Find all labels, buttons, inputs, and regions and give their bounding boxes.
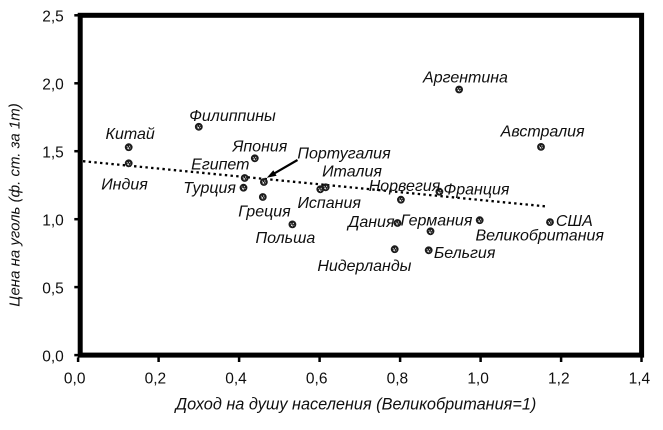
svg-text:2,5: 2,5 xyxy=(42,9,64,26)
svg-text:Греция: Греция xyxy=(238,204,291,221)
svg-text:США: США xyxy=(556,213,593,230)
svg-text:Доход на душу населения (Велик: Доход на душу населения (Великобритания=… xyxy=(174,396,537,414)
svg-text:0,2: 0,2 xyxy=(145,370,167,387)
svg-text:Египет: Египет xyxy=(191,157,249,174)
svg-text:0,4: 0,4 xyxy=(225,370,247,387)
svg-text:Германия: Германия xyxy=(401,213,473,230)
svg-text:Аргентина: Аргентина xyxy=(422,70,508,87)
svg-text:Великобритания: Великобритания xyxy=(475,227,604,244)
svg-text:Франция: Франция xyxy=(444,181,510,198)
svg-text:Цена на уголь (ф. ст. за 1т): Цена на уголь (ф. ст. за 1т) xyxy=(7,103,24,307)
svg-text:1,5: 1,5 xyxy=(42,144,64,161)
svg-text:Нидерланды: Нидерланды xyxy=(317,258,411,275)
svg-text:1,2: 1,2 xyxy=(548,370,570,387)
svg-text:0,5: 0,5 xyxy=(42,280,64,297)
svg-text:Китай: Китай xyxy=(106,126,155,143)
svg-text:Италия: Италия xyxy=(322,164,382,181)
svg-text:0,0: 0,0 xyxy=(64,370,86,387)
svg-text:1,0: 1,0 xyxy=(467,370,489,387)
svg-text:Испания: Испания xyxy=(297,195,361,212)
svg-text:Турция: Турция xyxy=(183,180,236,197)
svg-text:Норвегия: Норвегия xyxy=(369,178,441,195)
svg-text:Дания: Дания xyxy=(346,214,395,231)
svg-text:Польша: Польша xyxy=(256,230,316,247)
svg-text:Австралия: Австралия xyxy=(500,123,585,140)
svg-text:1,4: 1,4 xyxy=(629,370,651,387)
svg-text:1,0: 1,0 xyxy=(42,212,64,229)
svg-text:Португалия: Португалия xyxy=(297,146,391,163)
svg-text:2,0: 2,0 xyxy=(42,77,64,94)
svg-text:Бельгия: Бельгия xyxy=(434,245,496,262)
svg-text:Филиппины: Филиппины xyxy=(189,108,276,125)
svg-text:0,6: 0,6 xyxy=(306,370,328,387)
svg-text:Индия: Индия xyxy=(101,177,148,194)
svg-text:Япония: Япония xyxy=(231,139,287,156)
svg-text:0,0: 0,0 xyxy=(42,348,64,365)
svg-text:0,8: 0,8 xyxy=(387,370,409,387)
